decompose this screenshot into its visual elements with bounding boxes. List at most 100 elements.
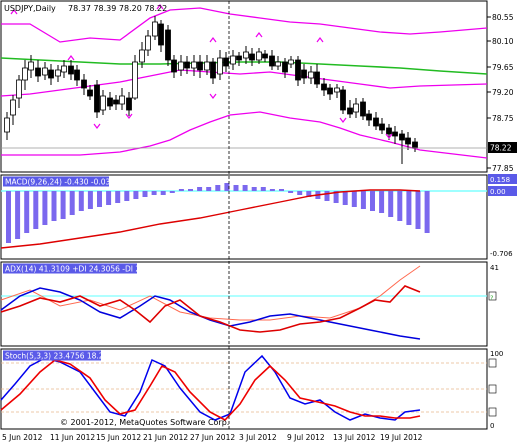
fractal-up-marker [156,4,164,10]
macd-bar [24,191,30,233]
time-tick: 15 Jun 2012 [96,433,141,442]
macd-bar [351,191,357,207]
macd-bar [133,191,139,199]
candle-body [249,53,255,61]
candle-body [107,97,113,107]
candle-body [301,69,307,79]
macd-bar [397,191,403,221]
candle-body [236,55,242,61]
macd-bar [124,191,130,201]
macd-tick: 0.158 [490,176,510,184]
candle-body [61,65,67,73]
candle-body [171,59,177,73]
macd-bar [424,191,430,233]
macd-bar [206,187,212,191]
macd-bar [251,187,257,191]
candle-body [256,51,262,61]
moving-average [0,57,488,75]
candle-body [327,87,333,95]
fractal-markers [10,4,393,139]
macd-bar [60,191,66,219]
price-tick: 79.65 [492,63,514,72]
time-tick: 3 Jul 2012 [239,433,277,442]
candle-body [16,79,22,99]
macd-bar [242,185,248,191]
price-tick: 78.75 [492,114,514,123]
macd-bar [360,191,366,209]
candle-body [22,67,28,81]
macd-histogram [6,183,430,243]
candle-body [340,89,346,111]
candle-body [295,59,301,81]
copyright-text: © 2001-2012, MetaQuotes Software Corp. [60,418,229,427]
candle-body [139,49,145,63]
candle-body [204,61,210,71]
candle-body [178,61,184,71]
bollinger-lower [1,111,488,159]
candle-body [262,53,268,59]
macd-bar [6,191,11,243]
macd-bar [106,191,112,205]
fractal-up-marker [67,55,75,61]
macd-bar [415,191,421,229]
macd-bar [297,191,303,195]
macd-bar [87,191,93,209]
macd-bar [151,191,157,195]
candle-body [4,117,10,133]
candle-body [197,61,203,71]
price-axis: 80.55 80.10 79.65 79.20 78.75 78.22 77.8… [487,13,517,173]
macd-bar [69,191,75,215]
macd-bar [260,187,266,191]
current-price-badge [488,142,517,153]
symbol-label: USDJPY,Daily [4,4,56,13]
fractal-down-marker [125,113,133,119]
macd-bar [188,189,193,191]
bollinger-bands [0,7,488,159]
candle-body [334,87,340,93]
candle-body [35,67,41,77]
macd-label-bg [3,176,109,187]
fractal-up-marker [255,32,263,38]
time-tick: 19 Jul 2012 [380,433,423,442]
stoch-panel[interactable]: Stoch(5,3,3) 23.4756 18.2772 © 2001-2012… [0,348,488,430]
adx-axis: 41 ? [488,264,499,302]
price-panel[interactable]: USDJPY,Daily 78.37 78.39 78.20 78.22 [0,0,488,173]
macd-bar [279,189,284,191]
current-price-label: 78.22 [490,144,512,153]
fractal-down-marker [339,117,347,123]
adx-label: ADX(14) 41.3109 +DI 24.3056 -DI 27.3083 [5,265,167,274]
candle-body [230,55,236,65]
candle-body [314,71,320,85]
time-tick: 11 Jun 2012 [50,433,95,442]
macd-bar [51,191,57,221]
candle-body [366,113,372,121]
macd-bar [406,191,412,225]
candle-body [100,95,106,111]
moving-average-line [0,57,488,75]
adx-label-bg [3,263,137,274]
price-tick: 80.55 [492,13,514,22]
stoch-main-line [0,354,421,421]
stoch-tick: 0 [490,422,494,430]
candle-body [165,29,171,61]
time-tick: 9 Jul 2012 [287,433,325,442]
macd-axis: 0.158 0.00 -0.706 [488,174,517,258]
price-tick: 79.20 [492,88,514,97]
candle-body [269,55,275,67]
candle-body [126,97,132,111]
adx-panel[interactable]: ADX(14) 41.3109 +DI 24.3056 -DI 27.3083 [0,261,488,347]
macd-bar [178,189,184,191]
macd-bar [15,191,21,239]
macd-bar [42,191,48,225]
macd-panel[interactable]: MACD(9,26,24) -0.430 -0.037 [0,174,488,260]
macd-bar [115,191,121,203]
candle-body [132,61,138,99]
candle-body [347,107,353,115]
time-tick: 5 Jun 2012 [2,433,43,442]
candle-body [145,35,151,51]
fractal-down-marker [209,93,217,99]
macd-bar [269,189,275,191]
fractal-down-marker [385,133,393,139]
